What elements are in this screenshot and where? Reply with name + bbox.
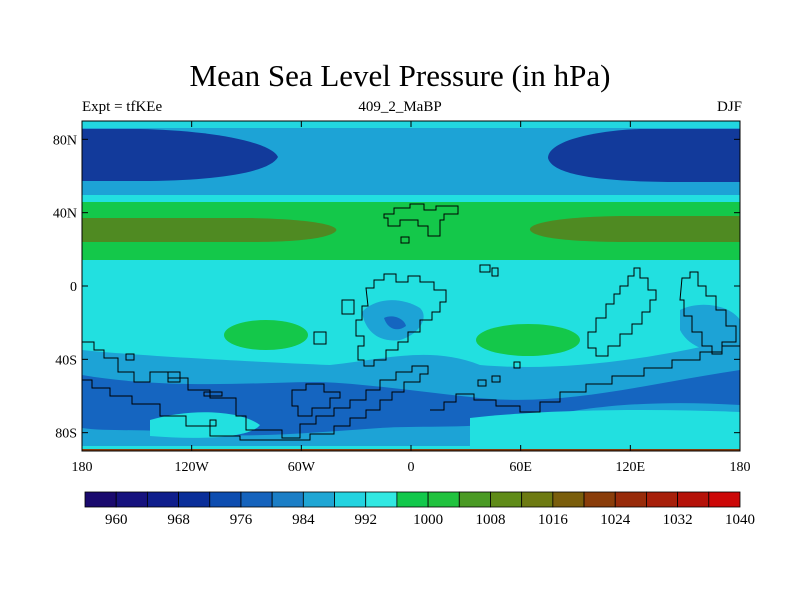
colorbar-label: 1016 bbox=[538, 512, 569, 528]
x-tick-label: 60E bbox=[509, 460, 532, 475]
colorbar-swatch bbox=[84, 491, 117, 508]
colorbar-label: 1008 bbox=[475, 512, 505, 528]
outline-island-south-1 bbox=[125, 353, 135, 361]
outline-island-south-2 bbox=[167, 371, 181, 383]
colorbar-label: 1032 bbox=[663, 512, 693, 528]
y-tick-label: 80N bbox=[53, 133, 77, 148]
colorbar-swatch bbox=[396, 491, 429, 508]
outline-antarctica-east bbox=[430, 345, 740, 413]
land-outlines bbox=[82, 203, 740, 441]
y-tick-label: 40S bbox=[55, 353, 77, 368]
colorbar-label: 984 bbox=[292, 512, 315, 528]
period-label: 409_2_MaBP bbox=[358, 99, 442, 115]
colorbar-label: 976 bbox=[230, 512, 253, 528]
outline-island-south-3 bbox=[203, 391, 223, 397]
colorbar-label: 968 bbox=[167, 512, 190, 528]
field-north-low-west bbox=[82, 129, 278, 181]
outline-island-south-5 bbox=[491, 375, 501, 383]
field-blue-australia bbox=[680, 304, 740, 353]
colorbar-swatch bbox=[365, 491, 398, 508]
pressure-fields bbox=[82, 121, 740, 451]
colorbar-swatch bbox=[302, 491, 335, 508]
colorbar-swatch bbox=[552, 491, 585, 508]
x-tick-label: 0 bbox=[408, 460, 415, 475]
y-tick-label: 40N bbox=[53, 207, 77, 222]
y-tick-label: 80S bbox=[55, 427, 77, 442]
colorbar: 960 968 976 984 992 1000 1008 1016 1024 1032 1040 bbox=[84, 491, 755, 528]
colorbar-swatch bbox=[677, 491, 710, 508]
outline-island-south-7 bbox=[209, 419, 217, 427]
colorbar-label: 960 bbox=[105, 512, 128, 528]
outline-east-continent bbox=[587, 267, 657, 357]
outline-island-south-4 bbox=[477, 379, 487, 387]
colorbar-swatch bbox=[490, 491, 523, 508]
colorbar-label: 1000 bbox=[413, 512, 443, 528]
colorbar-swatch bbox=[240, 491, 273, 508]
colorbar-label: 1040 bbox=[725, 512, 755, 528]
colorbar-swatch bbox=[458, 491, 491, 508]
map-axes: 180 120W 60W 0 60E 120E 180 80N 40N 0 40S 80S bbox=[53, 121, 751, 475]
colorbar-swatch bbox=[583, 491, 616, 508]
map-title: Mean Sea Level Pressure (in hPa) bbox=[189, 58, 611, 93]
x-tick-label: 180 bbox=[730, 460, 751, 475]
field-antarctic-cyan-west bbox=[150, 412, 260, 438]
outline-island-south-6 bbox=[513, 361, 521, 369]
colorbar-swatch bbox=[271, 491, 304, 508]
colorbar-swatch bbox=[521, 491, 554, 508]
colorbar-swatch bbox=[209, 491, 242, 508]
x-tick-label: 120E bbox=[616, 460, 646, 475]
outline-island-north bbox=[400, 236, 410, 244]
colorbar-swatch bbox=[708, 491, 741, 508]
field-green-south-west bbox=[224, 320, 308, 350]
field-olive-east bbox=[529, 216, 740, 242]
colorbar-swatch bbox=[146, 491, 179, 508]
colorbar-swatch bbox=[115, 491, 148, 508]
x-tick-label: 180 bbox=[72, 460, 93, 475]
x-tick-label: 60W bbox=[288, 460, 316, 475]
experiment-label: Expt = tfKEe bbox=[82, 99, 163, 115]
colorbar-swatch bbox=[334, 491, 367, 508]
season-label: DJF bbox=[716, 99, 742, 115]
outline-small-west-2 bbox=[313, 331, 327, 345]
outline-island-central-1 bbox=[479, 264, 491, 273]
field-dark-south-america bbox=[384, 316, 406, 330]
outline-south-america bbox=[355, 273, 447, 367]
field-north-low-east bbox=[548, 129, 740, 182]
field-green-south-east bbox=[476, 324, 580, 356]
y-tick-label: 0 bbox=[70, 280, 77, 295]
colorbar-swatch bbox=[178, 491, 211, 508]
colorbar-swatch bbox=[427, 491, 460, 508]
colorbar-label: 992 bbox=[354, 512, 377, 528]
outline-island-central-2 bbox=[491, 267, 499, 277]
field-olive-west bbox=[82, 218, 337, 242]
colorbar-swatch bbox=[646, 491, 679, 508]
colorbar-swatch bbox=[614, 491, 647, 508]
colorbar-label: 1024 bbox=[600, 512, 631, 528]
outline-small-west-1 bbox=[341, 299, 355, 315]
outline-east-coast bbox=[679, 271, 737, 355]
outline-antarctic-peninsula bbox=[291, 383, 341, 417]
outline-northern-continent bbox=[383, 203, 459, 237]
field-antarctic-cyan-east bbox=[470, 410, 740, 446]
x-tick-label: 120W bbox=[175, 460, 210, 475]
